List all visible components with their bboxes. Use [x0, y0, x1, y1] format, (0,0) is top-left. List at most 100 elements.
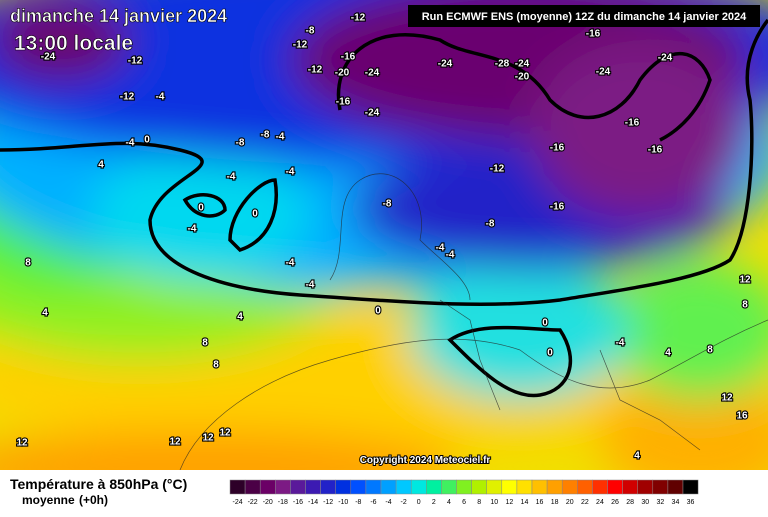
legend-step: (+0h) [79, 493, 108, 507]
temperature-label: -16 [550, 143, 565, 154]
temperature-label: 16 [736, 411, 748, 422]
temperature-label: -12 [128, 56, 143, 67]
legend-tick-label: 6 [462, 499, 466, 506]
color-swatch [380, 479, 397, 495]
temperature-label: -4 [446, 250, 455, 261]
legend-title: Température à 850hPa (°C) [10, 476, 187, 492]
legend-tick-label: -6 [370, 499, 376, 506]
legend-tick-label: 30 [641, 499, 649, 506]
temperature-label: -4 [126, 138, 135, 149]
temperature-label: -12 [308, 65, 323, 76]
color-swatch [667, 479, 684, 495]
legend-tick-label: -24 [232, 499, 242, 506]
temperature-label: -12 [293, 40, 308, 51]
color-swatch [531, 479, 548, 495]
temperature-label: -20 [335, 68, 350, 79]
temperature-label: -24 [41, 52, 56, 63]
temperature-label: 12 [169, 437, 181, 448]
temperature-label: -16 [341, 52, 356, 63]
legend-tick-label: 2 [432, 499, 436, 506]
legend-tick-label: 0 [417, 499, 421, 506]
temperature-label: -16 [550, 202, 565, 213]
color-swatch [592, 479, 608, 495]
temperature-label: -4 [286, 258, 295, 269]
color-swatch [395, 479, 412, 495]
legend-tick-label: 4 [447, 499, 451, 506]
legend-tick-label: 34 [672, 499, 680, 506]
temperature-label: -4 [616, 338, 625, 349]
color-swatch [259, 479, 276, 495]
isotherms [0, 18, 768, 398]
temperature-label: -16 [336, 97, 351, 108]
temperature-label: 0 [252, 209, 258, 220]
temperature-label: -24 [596, 67, 611, 78]
color-swatch [335, 479, 352, 495]
temperature-label: 4 [634, 451, 640, 462]
color-swatch [244, 479, 261, 495]
temperature-label: 4 [42, 308, 48, 319]
color-swatch [410, 479, 427, 495]
color-swatch [561, 479, 578, 495]
temperature-label: -4 [306, 280, 315, 291]
temperature-label: 0 [542, 318, 548, 329]
temperature-label: -24 [515, 59, 530, 70]
temperature-label: 0 [547, 348, 553, 359]
temperature-label: 8 [202, 338, 208, 349]
temperature-label: -24 [365, 108, 380, 119]
legend-tick-label: 16 [536, 499, 544, 506]
legend-tick-label: 26 [611, 499, 619, 506]
legend-tick-label: 20 [566, 499, 574, 506]
temperature-label: -20 [515, 72, 530, 83]
legend-tick-label: -18 [278, 499, 288, 506]
color-swatch [456, 479, 472, 495]
temperature-label: -12 [351, 13, 366, 24]
color-swatch [682, 479, 699, 495]
temperature-label: 8 [213, 360, 219, 371]
time: 13:00 locale [14, 32, 133, 55]
temperature-label: 4 [98, 160, 104, 171]
temperature-label: 12 [202, 433, 214, 444]
color-swatch [471, 479, 487, 495]
temperature-label: 4 [237, 312, 243, 323]
temperature-label: -24 [438, 59, 453, 70]
legend-tick-label: -8 [355, 499, 361, 506]
legend-tick-label: 28 [626, 499, 634, 506]
legend-tick-label: -16 [293, 499, 303, 506]
color-swatch [546, 479, 563, 495]
legend-tick-label: -22 [248, 499, 258, 506]
temperature-label: 12 [219, 428, 231, 439]
color-swatch [622, 479, 638, 495]
temperature-label: -28 [495, 59, 510, 70]
color-swatch [320, 479, 336, 495]
temperature-label: 12 [721, 393, 733, 404]
legend-tick-label: 32 [656, 499, 664, 506]
temperature-label: -8 [261, 130, 270, 141]
temperature-label: -24 [365, 68, 380, 79]
legend-tick-label: 24 [596, 499, 604, 506]
color-swatch [516, 479, 533, 495]
color-swatch [441, 479, 457, 495]
temperature-label: 8 [25, 258, 31, 269]
color-swatch [290, 479, 306, 495]
color-swatch [305, 479, 321, 495]
temperature-label: -4 [227, 172, 236, 183]
temperature-label: 4 [665, 348, 671, 359]
temperature-label: 8 [707, 345, 713, 356]
legend-subtitle: moyenne [22, 493, 75, 507]
temperature-label: -16 [625, 118, 640, 129]
temperature-label: -16 [648, 145, 663, 156]
color-swatch [486, 479, 503, 495]
legend-tick-label: -14 [308, 499, 318, 506]
color-swatch [652, 479, 669, 495]
legend-tick-label: -10 [338, 499, 348, 506]
legend-tick-label: 10 [490, 499, 498, 506]
color-swatch [637, 479, 654, 495]
color-swatch [229, 479, 246, 495]
temperature-label: -12 [120, 92, 135, 103]
temperature-label: -4 [156, 92, 165, 103]
legend-tick-label: 8 [477, 499, 481, 506]
temperature-label: 12 [739, 275, 751, 286]
color-swatch [350, 479, 367, 495]
